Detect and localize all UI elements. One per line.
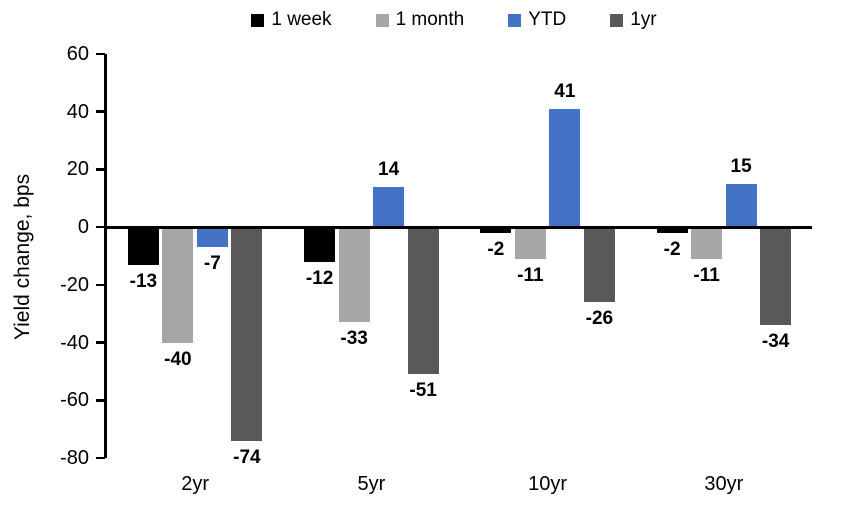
- data-label: 15: [730, 155, 752, 177]
- y-axis-tick: [96, 283, 105, 287]
- y-axis-tick: [96, 225, 105, 229]
- bar-1-week-10yr: [480, 227, 512, 233]
- data-label: -34: [761, 331, 790, 353]
- data-label: -51: [409, 380, 437, 402]
- legend-label: 1yr: [630, 9, 657, 30]
- y-axis-tick: [96, 456, 105, 460]
- bar-1-month-30yr: [691, 227, 723, 259]
- y-axis-tick-label: -20: [60, 273, 89, 296]
- x-category-label: 30yr: [704, 473, 744, 495]
- data-label: -11: [693, 264, 720, 286]
- data-label: -40: [164, 348, 192, 370]
- legend-label: 1 month: [395, 9, 465, 30]
- data-label: -33: [340, 328, 368, 350]
- y-axis-tick-label: 60: [66, 43, 89, 65]
- bar-1-week-2yr: [127, 227, 159, 265]
- legend-swatch-icon: [375, 13, 389, 27]
- bar-1yr-5yr: [407, 227, 439, 375]
- data-label: -12: [305, 267, 334, 289]
- legend-item: YTD: [508, 8, 566, 32]
- data-label: 41: [554, 80, 576, 102]
- y-axis-tick-label: -40: [60, 331, 89, 354]
- bar-1-week-30yr: [656, 227, 688, 233]
- data-label: -11: [517, 264, 544, 286]
- data-label: 14: [378, 158, 400, 180]
- legend-label: 1 week: [271, 9, 332, 30]
- bar-1yr-10yr: [583, 227, 615, 303]
- data-label: -13: [129, 270, 158, 292]
- data-label: -26: [585, 308, 614, 330]
- y-axis-tick-label: 20: [66, 158, 89, 181]
- bar-YTD-5yr: [373, 186, 405, 228]
- x-category-label: 10yr: [528, 473, 568, 495]
- legend-item: 1yr: [610, 8, 657, 32]
- y-axis-line: [104, 54, 107, 458]
- legend-label: YTD: [528, 9, 567, 30]
- bar-YTD-30yr: [725, 183, 757, 228]
- legend-swatch-icon: [508, 13, 522, 27]
- legend-swatch-icon: [251, 13, 265, 27]
- data-label: -7: [203, 253, 221, 275]
- y-axis-tick-label: 0: [77, 216, 89, 239]
- y-axis-tick: [96, 110, 105, 113]
- y-axis-tick-label: -60: [60, 389, 89, 412]
- bar-1-week-5yr: [304, 227, 336, 262]
- legend-item: 1 week: [251, 8, 332, 32]
- legend-swatch-icon: [610, 13, 624, 27]
- y-axis-tick: [96, 168, 105, 171]
- bar-1yr-30yr: [760, 227, 792, 326]
- legend: 1 week 1 month YTD 1yr: [28, 8, 852, 32]
- bar-YTD-2yr: [196, 227, 228, 248]
- bar-1-month-10yr: [514, 227, 546, 259]
- data-label: -2: [487, 238, 505, 260]
- x-category-label: 5yr: [357, 473, 386, 495]
- bar-1yr-2yr: [231, 227, 263, 441]
- data-label: -2: [663, 238, 681, 260]
- bar-YTD-10yr: [549, 108, 581, 228]
- legend-item: 1 month: [375, 8, 465, 32]
- x-axis-zero-line: [104, 225, 812, 229]
- x-category-label: 2yr: [181, 473, 210, 495]
- bar-1-month-5yr: [338, 227, 370, 323]
- data-label: -74: [233, 446, 261, 468]
- y-axis-tick-label: -80: [60, 447, 89, 469]
- y-axis-tick: [96, 341, 105, 344]
- y-axis-tick: [96, 52, 105, 56]
- y-axis-tick-label: 40: [66, 100, 89, 123]
- bar-1-month-2yr: [162, 227, 194, 343]
- y-axis-tick: [96, 399, 105, 402]
